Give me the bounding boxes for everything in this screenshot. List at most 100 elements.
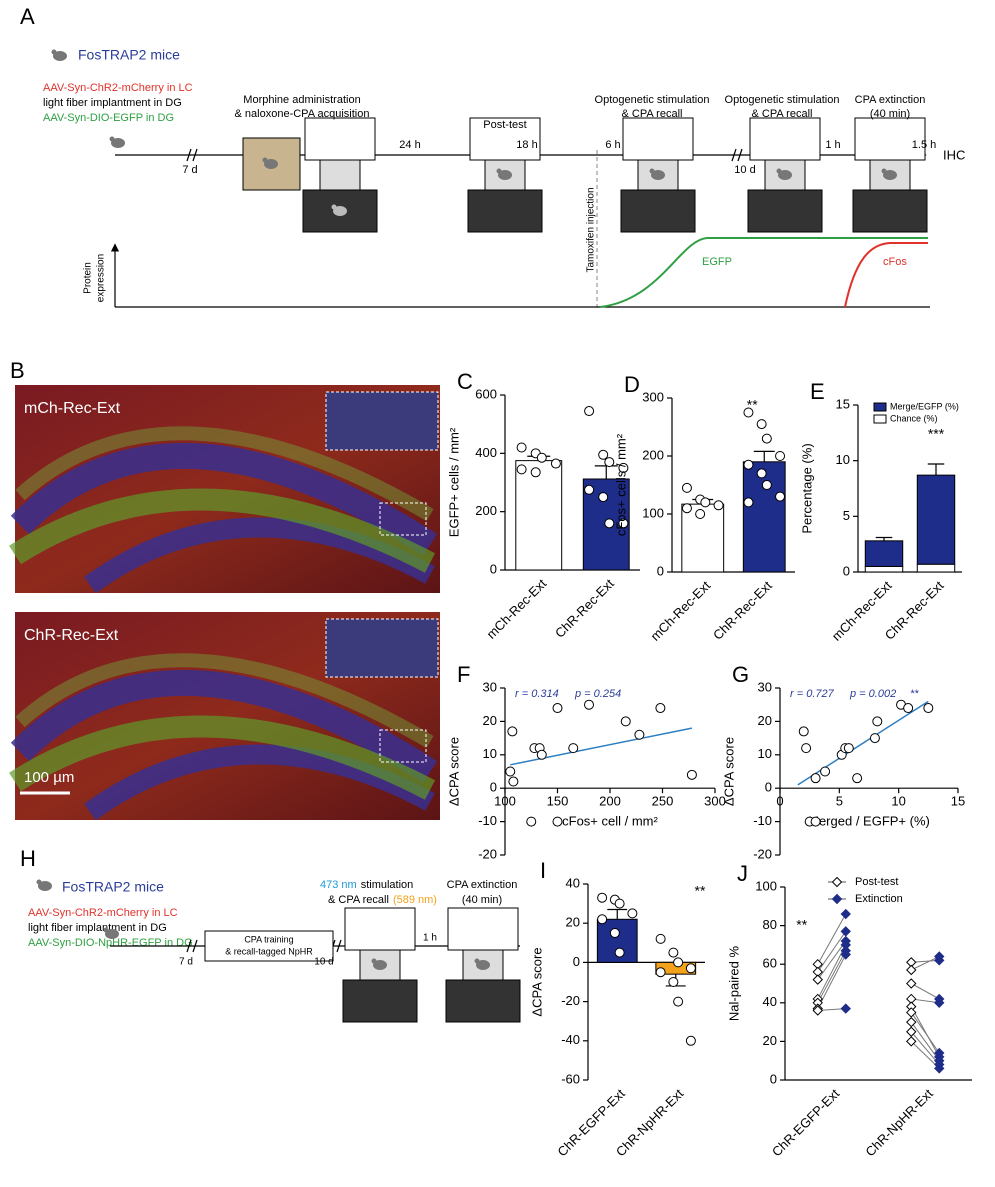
pair-line <box>910 1006 940 1058</box>
y-tick-label: -60 <box>561 1071 580 1086</box>
protein-axis-label: expression <box>96 254 107 302</box>
pair-line <box>817 931 847 973</box>
data-point <box>552 703 563 714</box>
y-axis-label: ΔCPA score <box>721 737 736 806</box>
inset <box>325 618 439 678</box>
y-tick-label: 20 <box>763 1033 777 1048</box>
granule-layer <box>10 669 438 783</box>
data-point <box>934 1063 945 1074</box>
data-point <box>604 518 615 529</box>
data-point <box>598 492 609 503</box>
mouse-ear <box>881 168 887 174</box>
data-point <box>681 503 692 514</box>
interval-label: 10 d <box>314 957 333 968</box>
annotation: ** <box>910 688 919 700</box>
data-point <box>906 978 917 989</box>
y-tick-label: 80 <box>763 917 777 932</box>
data-point <box>840 908 851 920</box>
bar <box>742 461 786 573</box>
fit-line <box>797 700 929 786</box>
interval-label: 18 h <box>516 139 537 151</box>
inset-region <box>379 729 427 763</box>
granule-layer <box>10 442 438 556</box>
data-point <box>598 449 609 460</box>
break-mark <box>186 148 192 162</box>
y-tick-label: -20 <box>478 846 497 861</box>
data-point <box>550 458 561 469</box>
y-tick-label: 100 <box>642 505 664 520</box>
curve-label: EGFP <box>702 256 732 268</box>
interval-label: 1.5 h <box>912 139 936 151</box>
y-tick-label: 15 <box>836 396 850 411</box>
data-point <box>906 1036 917 1047</box>
chamber-bottom <box>747 189 823 233</box>
x-axis-label: Merged / EGFP+ (%) <box>808 814 930 829</box>
panel-label: D <box>624 372 640 397</box>
y-tick-label: 10 <box>758 746 772 761</box>
mouse-ear <box>36 879 42 885</box>
extinction-label: CPA extinction <box>447 879 518 891</box>
significance: ** <box>695 883 706 899</box>
inset <box>325 391 439 451</box>
data-point <box>668 947 679 958</box>
wavelength: 473 nm <box>320 879 357 891</box>
dendrites <box>15 653 434 749</box>
legend-label: Chance (%) <box>890 413 938 423</box>
data-point <box>584 406 595 417</box>
y-tick-label: 0 <box>490 780 497 795</box>
data-point <box>775 491 786 502</box>
panel-label: J <box>737 861 748 886</box>
data-point <box>840 1003 851 1014</box>
step-label: Optogenetic stimulation <box>725 94 840 106</box>
fiber-layer <box>9 715 436 800</box>
data-point <box>618 462 629 473</box>
granule-layer <box>84 517 435 594</box>
data-point <box>516 442 527 453</box>
data-point <box>903 703 914 714</box>
mouse-ear <box>331 204 337 210</box>
step-label: CPA extinction <box>855 94 926 106</box>
panel-label: F <box>457 662 470 687</box>
mouse-ear <box>474 958 480 964</box>
step-label: Post-test <box>483 119 526 131</box>
cfos-curve <box>844 242 928 308</box>
training-label: & recall-tagged NpHR <box>225 946 313 956</box>
data-point <box>614 947 625 958</box>
data-point <box>872 716 883 727</box>
data-point <box>597 914 608 925</box>
data-point <box>668 977 679 987</box>
x-axis-label: cFos+ cell / mm² <box>562 814 658 829</box>
y-axis-label: Percentage (%) <box>799 443 814 533</box>
virus-label: light fiber implantment in DG <box>43 97 182 109</box>
inset-region <box>379 502 427 536</box>
chamber-top <box>447 907 519 951</box>
data-point <box>840 926 851 937</box>
legend-marker <box>831 876 843 888</box>
x-tick-label: 10 <box>891 794 905 809</box>
pair-line <box>817 954 847 1009</box>
x-tick-label: 200 <box>599 794 621 809</box>
pair-line <box>910 1041 940 1069</box>
step-label: (40 min) <box>870 108 910 120</box>
image-label: ChR-Rec-Ext <box>24 627 119 644</box>
interval-label: 24 h <box>399 139 420 151</box>
x-tick-label: ChR-NpHR-Ext <box>862 1086 936 1160</box>
legend-label: Extinction <box>855 893 903 905</box>
interval-label: 7 d <box>179 957 193 968</box>
data-point <box>775 451 786 461</box>
panel-label: E <box>810 379 825 404</box>
legend-swatch <box>873 414 887 424</box>
pair-line <box>910 1031 940 1065</box>
data-point <box>609 928 620 938</box>
data-point <box>686 769 697 780</box>
egfp-curve <box>599 237 928 308</box>
data-point <box>685 1035 696 1046</box>
data-point <box>530 467 541 478</box>
data-point <box>604 457 615 468</box>
interval-label: 6 h <box>605 139 620 151</box>
y-tick-label: 20 <box>483 713 497 728</box>
x-tick-label: 150 <box>547 794 569 809</box>
data-point <box>526 816 537 827</box>
step-label: Optogenetic stimulation <box>595 94 710 106</box>
data-point <box>756 468 767 479</box>
